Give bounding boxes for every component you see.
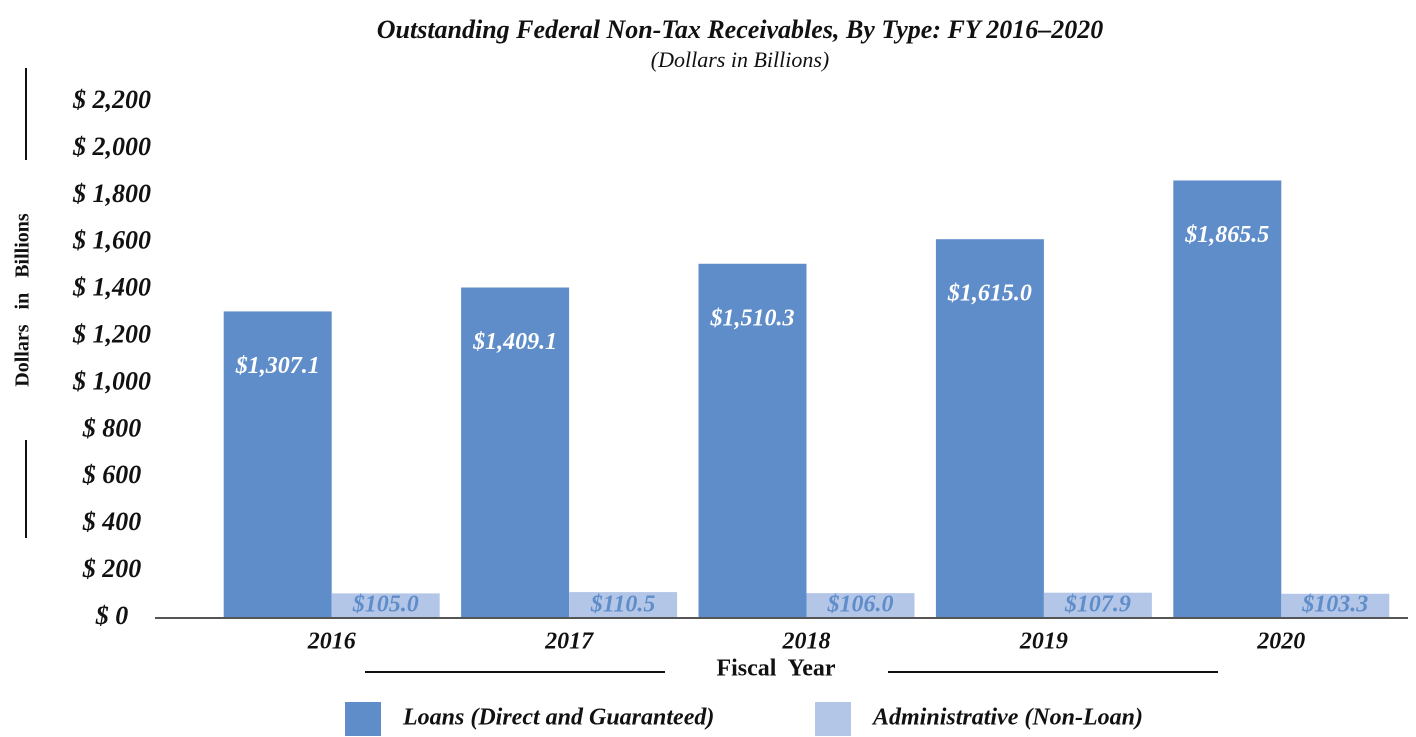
value-label: $103.3 bbox=[1301, 592, 1368, 618]
chart-subtitle: (Dollars in Billions) bbox=[651, 47, 829, 72]
bar bbox=[331, 593, 440, 618]
value-label: $1,307.1 bbox=[235, 353, 320, 379]
bar bbox=[935, 239, 1044, 618]
legend-label: Loans (Direct and Guaranteed) bbox=[402, 705, 714, 731]
chart-title: Outstanding Federal Non-Tax Receivables,… bbox=[377, 15, 1104, 44]
legend-swatch bbox=[345, 702, 381, 736]
value-label: $110.5 bbox=[590, 592, 656, 618]
bar bbox=[698, 263, 807, 618]
y-tick-label: $ 400 bbox=[82, 507, 142, 536]
y-tick-label: $ 1,800 bbox=[72, 179, 151, 208]
y-tick-label: $ 200 bbox=[82, 554, 142, 583]
legend-label: Administrative (Non-Loan) bbox=[871, 705, 1143, 731]
value-label: $105.0 bbox=[352, 592, 419, 618]
value-label: $1,865.5 bbox=[1184, 222, 1269, 248]
bar bbox=[223, 311, 332, 618]
y-tick-label: $ 1,200 bbox=[72, 320, 151, 349]
value-label: $1,510.3 bbox=[710, 305, 795, 331]
bar bbox=[1173, 180, 1282, 619]
value-label: $1,615.0 bbox=[947, 281, 1032, 307]
y-axis-title: Dollars in Billions bbox=[12, 213, 34, 387]
y-tick-label: $ 600 bbox=[82, 460, 142, 489]
value-label: $1,409.1 bbox=[472, 329, 557, 355]
bar bbox=[461, 287, 570, 618]
bar bbox=[1281, 593, 1390, 618]
y-tick-label: $ 0 bbox=[95, 601, 129, 630]
x-tick-label: 2016 bbox=[307, 629, 356, 655]
x-tick-label: 2018 bbox=[782, 629, 831, 655]
x-axis-title: Fiscal Year bbox=[716, 656, 835, 682]
x-tick-label: 2019 bbox=[1019, 629, 1068, 655]
y-tick-label: $ 2,000 bbox=[72, 132, 151, 161]
bar bbox=[1043, 592, 1152, 618]
x-tick-label: 2017 bbox=[544, 629, 594, 655]
y-tick-label: $ 2,200 bbox=[72, 85, 151, 114]
legend-swatch bbox=[815, 702, 851, 736]
y-tick-label: $ 800 bbox=[82, 413, 142, 442]
y-tick-label: $ 1,400 bbox=[72, 273, 151, 302]
y-tick-label: $ 1,000 bbox=[72, 366, 151, 395]
bar bbox=[806, 593, 915, 618]
y-tick-label: $ 1,600 bbox=[72, 226, 151, 255]
value-label: $106.0 bbox=[827, 592, 894, 618]
bar bbox=[569, 592, 678, 618]
value-label: $107.9 bbox=[1064, 592, 1131, 618]
x-tick-label: 2020 bbox=[1256, 629, 1305, 655]
